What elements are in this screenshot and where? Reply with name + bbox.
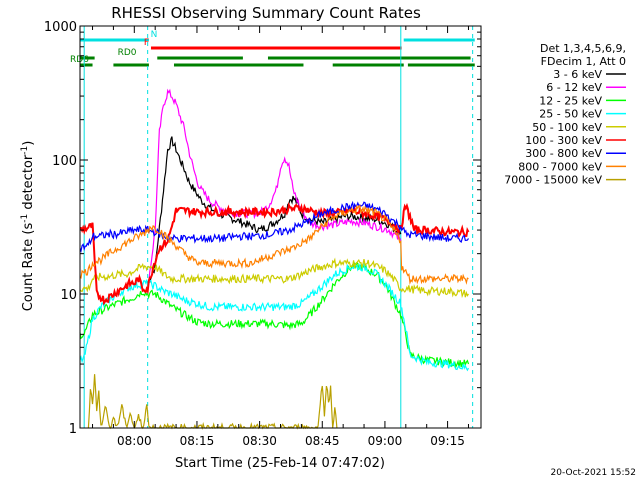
legend-entry-label: 50 - 100 keV xyxy=(532,121,602,134)
x-tick-label: 08:45 xyxy=(305,434,340,448)
series-line xyxy=(79,257,469,299)
x-axis-ticks: 08:00 08:15 08:30 08:45 09:00 09:15 xyxy=(92,26,469,448)
y-axis-label-base: Count Rate (s xyxy=(21,223,36,312)
legend-entry-label: 100 - 300 keV xyxy=(525,134,602,147)
series-line xyxy=(79,261,470,369)
flag-label: F xyxy=(144,38,149,48)
x-tick-label: 09:15 xyxy=(430,434,465,448)
x-tick-label: 08:00 xyxy=(117,434,152,448)
legend-entry-label: 7000 - 15000 keV xyxy=(504,174,602,187)
series-line xyxy=(87,374,338,430)
y-axis-ticks: 1 10 100 1000 xyxy=(44,20,481,437)
x-tick-label: 09:00 xyxy=(368,434,403,448)
x-axis-label: Start Time (25-Feb-14 07:47:02) xyxy=(175,456,385,471)
series-line xyxy=(80,202,470,306)
flag-label: N xyxy=(151,30,158,40)
series-line xyxy=(147,88,402,286)
y-tick-label: 100 xyxy=(52,154,77,169)
y-tick-label: 10 xyxy=(60,288,77,303)
series-line xyxy=(79,204,469,286)
legend-entry-label: 800 - 7000 keV xyxy=(518,160,602,173)
legend-title-line: Det 1,3,4,5,6,9, xyxy=(540,42,626,55)
y-tick-label: 1 xyxy=(69,422,77,437)
y-axis-label-end: ) xyxy=(21,141,36,146)
legend-entry-label: 6 - 12 keV xyxy=(546,81,602,94)
x-tick-label: 08:30 xyxy=(242,434,277,448)
y-axis-label-mid: detector xyxy=(21,154,36,214)
x-tick-label: 08:15 xyxy=(180,434,215,448)
y-axis-label: Count Rate (s-1 detector-1) xyxy=(20,141,36,312)
data-series xyxy=(79,88,470,430)
timestamp: 20-Oct-2021 15:52 xyxy=(551,468,636,478)
legend-entry-label: 12 - 25 keV xyxy=(539,94,602,107)
chart-title: RHESSI Observing Summary Count Rates xyxy=(111,4,421,22)
legend: Det 1,3,4,5,6,9,FDecim 1, Att 03 - 6 keV… xyxy=(504,42,626,187)
series-line xyxy=(147,136,402,284)
flag-label: RD0 xyxy=(118,48,137,58)
y-axis-label-sup2: -1 xyxy=(20,146,30,155)
legend-entry-label: 25 - 50 keV xyxy=(539,108,602,121)
series-line xyxy=(79,262,470,372)
legend-entry-label: 300 - 800 keV xyxy=(525,147,602,160)
legend-title-line: FDecim 1, Att 0 xyxy=(541,55,626,68)
y-axis-label-sup1: -1 xyxy=(20,214,30,223)
legend-entry-label: 3 - 6 keV xyxy=(553,68,602,81)
y-tick-label: 1000 xyxy=(44,20,77,35)
